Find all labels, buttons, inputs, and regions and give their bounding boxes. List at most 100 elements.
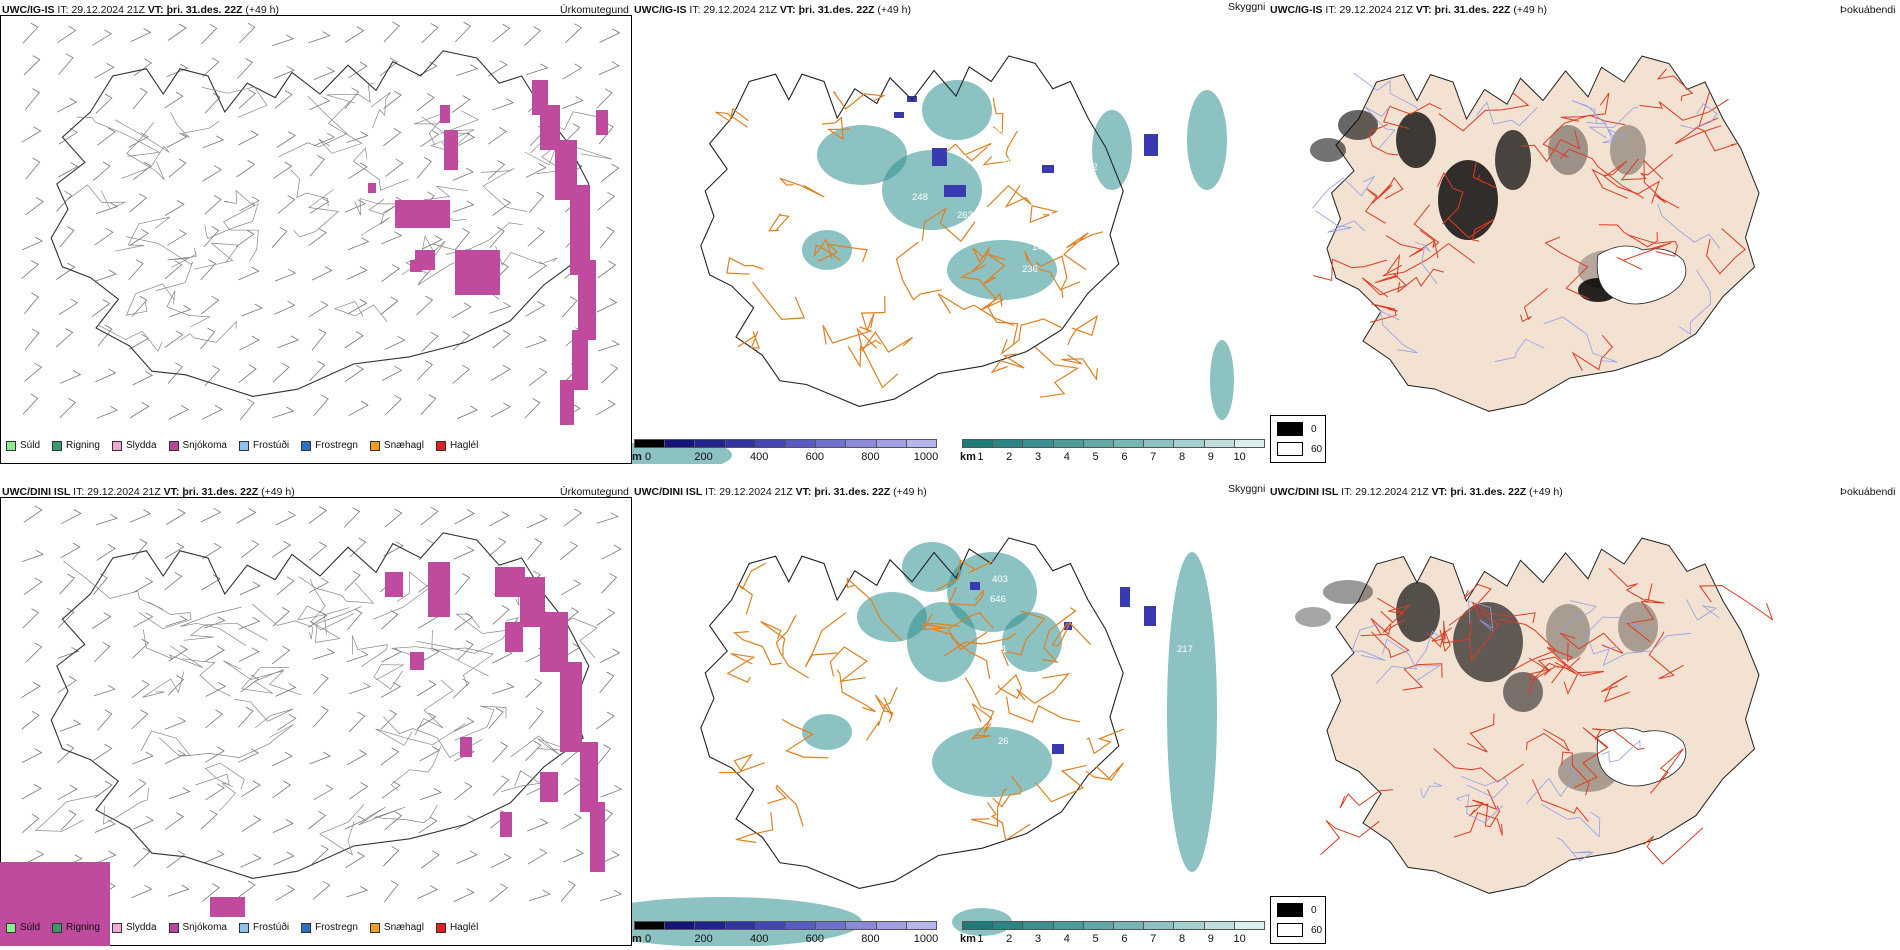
wind-barb (22, 608, 40, 629)
legend-swatch (369, 922, 380, 933)
road-segment (1315, 210, 1366, 233)
colorbar-segment (754, 439, 786, 448)
colorbar-tick-label: 9 (1207, 451, 1214, 463)
road-segment (937, 293, 1015, 327)
road-segment (922, 612, 960, 631)
wind-barb (347, 298, 368, 315)
legend-label: Snæhagl (383, 922, 424, 933)
colorbar-tick-label: 200 (694, 933, 713, 945)
wind-barb (346, 265, 368, 280)
colorbar-segment (1203, 439, 1235, 448)
wind-barb (453, 678, 470, 699)
road-segment (1526, 766, 1577, 804)
wind-barb (275, 510, 297, 526)
legend-swatch (52, 922, 63, 933)
wind-barb (272, 34, 295, 46)
wind-barb (599, 648, 621, 663)
panel-header: UWC/DINI ISL IT: 29.12.2024 21Z VT: þri.… (1270, 486, 1563, 498)
legend-swatch (238, 922, 249, 933)
road-segment (986, 184, 1032, 209)
wind-barb (166, 508, 186, 525)
init-time-label: IT: (57, 4, 69, 16)
wind-barb (563, 123, 581, 144)
legend-item: Rigning (52, 440, 100, 451)
wind-barb (201, 23, 218, 45)
wind-barb (528, 707, 544, 729)
road-segment (847, 342, 899, 389)
wind-barb (455, 21, 472, 43)
road-segment (1364, 184, 1393, 224)
colorbar-segment (664, 439, 696, 448)
colorbar-segment (724, 921, 756, 930)
cloud-height-values: 403 646 311 346 217 26 174 487 (990, 574, 1193, 775)
road-segment (142, 671, 185, 698)
wind-barb (237, 706, 254, 728)
wind-barb (490, 402, 512, 418)
wind-barb (93, 744, 113, 761)
road-segment (768, 213, 790, 232)
wind-barb (309, 360, 326, 382)
wind-barb (25, 157, 41, 180)
wind-barb (129, 509, 152, 523)
precip-legend: Súld Rigning Slydda Snjókoma Frostúði Fr… (6, 922, 478, 933)
legend-swatch (6, 922, 16, 933)
colorbar-segment (1022, 439, 1054, 448)
wind-barb (311, 328, 327, 351)
road-network (718, 559, 1125, 844)
valid-time-label: VT: (1431, 486, 1448, 498)
wind-barb (58, 162, 79, 178)
wind-barb (383, 845, 400, 867)
init-time-value: 29.12.2024 21Z (87, 486, 161, 498)
legend-swatch (301, 440, 312, 451)
colorbar-tick-label: 4 (1063, 451, 1070, 463)
road-segment (140, 730, 191, 756)
wind-barb (308, 506, 328, 524)
wind-barb (59, 573, 75, 595)
iceland-coastline (50, 50, 590, 397)
wind-barb (168, 158, 187, 178)
wind-barb (61, 509, 82, 525)
road-segment (298, 576, 375, 604)
visibility-panel-top: UWC/IG-IS IT: 29.12.2024 21Z VT: þri. 31… (632, 0, 1268, 464)
colorbar-tick-label: 6 (1121, 451, 1128, 463)
wind-barb (55, 328, 74, 348)
wind-barb (595, 399, 616, 416)
road-segment (779, 177, 825, 198)
colorbar-tick-label: 800 (861, 451, 880, 463)
wind-barb (240, 674, 260, 693)
wind-barb (561, 813, 583, 830)
low-visibility-areas (632, 80, 1234, 464)
wind-barb (277, 195, 296, 215)
road-segment (829, 646, 868, 683)
road-segment (1657, 203, 1721, 249)
init-time-label: IT: (705, 486, 717, 498)
wind-barb (492, 23, 511, 43)
wind-barb (346, 650, 369, 663)
road-segment (1464, 803, 1501, 828)
wind-barb (21, 260, 39, 280)
road-network (1320, 568, 1774, 865)
wind-barb (237, 880, 256, 899)
wind-barb (128, 132, 149, 148)
road-segment (735, 812, 774, 844)
road-segment (97, 324, 163, 352)
road-segment (944, 632, 1017, 657)
wind-barb (23, 505, 43, 523)
wind-barb (528, 261, 547, 279)
colorbar-segment (905, 921, 937, 930)
wind-barb (454, 133, 476, 148)
road-segment (372, 571, 430, 620)
road-segment (182, 724, 294, 758)
wind-barb (94, 641, 111, 663)
road-segment (142, 629, 203, 668)
road-segment (1598, 224, 1658, 248)
model-name: UWC/IG-IS (2, 4, 55, 16)
wind-barb (416, 712, 437, 729)
wind-barb (21, 710, 40, 730)
wind-barb (93, 684, 116, 697)
panel-header: UWC/IG-IS IT: 29.12.2024 21Z VT: þri. 31… (1270, 4, 1547, 16)
legend-label: Slydda (125, 922, 157, 933)
road-segment (1376, 597, 1411, 624)
wind-barb (455, 228, 470, 250)
wind-barb (454, 509, 476, 525)
